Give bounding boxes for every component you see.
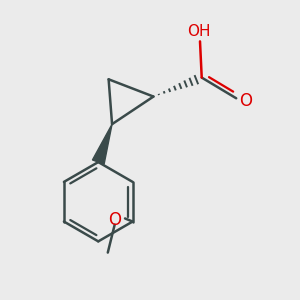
Text: O: O (108, 211, 121, 229)
Text: O: O (239, 92, 252, 110)
Polygon shape (92, 124, 112, 164)
Text: OH: OH (187, 24, 211, 39)
